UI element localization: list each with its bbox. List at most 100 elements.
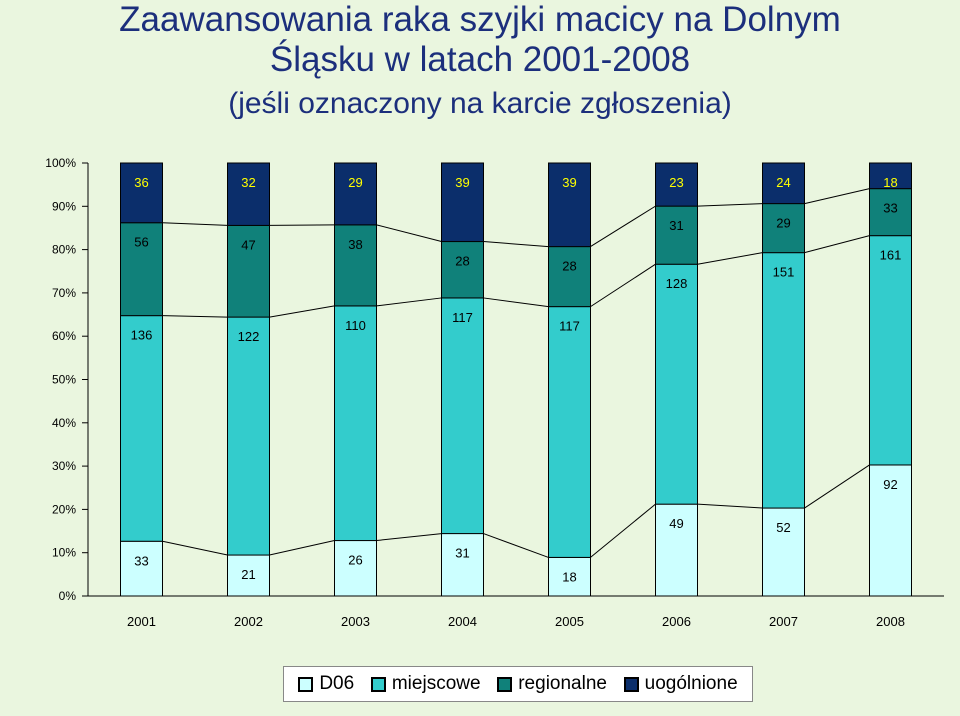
data-label: 28	[455, 254, 469, 269]
bar-segment-miejscowe	[227, 316, 270, 556]
bar-segment-miejscowe	[441, 297, 484, 535]
series-connector-line	[376, 533, 442, 542]
chart-subtitle: (jeśli oznaczony na karcie zgłoszenia)	[228, 87, 732, 120]
data-label: 117	[452, 310, 473, 325]
x-tick-label: 2007	[769, 614, 798, 629]
x-tick-label: 2006	[662, 614, 691, 629]
x-tick-label: 2001	[127, 614, 156, 629]
bar-segment-d06	[655, 503, 698, 597]
bar-segment-uoglnione	[655, 162, 698, 207]
bar-segment-d06	[334, 540, 377, 597]
bar-segment-uoglnione	[869, 162, 912, 190]
chart-legend: D06 miejscowe regionalne uogólnione	[283, 666, 753, 702]
y-tick-label: 70%	[52, 286, 76, 300]
data-label: 52	[776, 520, 790, 535]
series-connector-line	[590, 205, 656, 248]
bar-segment-uoglnione	[441, 162, 484, 243]
y-tick-label: 60%	[52, 329, 76, 343]
bar-segment-uoglnione	[120, 162, 163, 224]
legend-label-uogolnione: uogólnione	[644, 673, 738, 694]
data-label: 117	[559, 319, 580, 334]
data-label: 128	[666, 276, 688, 291]
bar-segment-miejscowe	[334, 305, 377, 542]
series-connector-line	[697, 503, 763, 509]
data-label: 161	[880, 248, 902, 263]
data-label: 21	[241, 567, 255, 582]
y-tick-label: 40%	[52, 416, 76, 430]
legend-item-d06: D06	[298, 673, 354, 695]
y-tick-label: 100%	[45, 156, 76, 170]
data-label: 47	[241, 237, 255, 252]
data-label: 151	[773, 265, 795, 280]
data-label: 110	[345, 318, 366, 333]
data-label: 92	[883, 477, 897, 492]
legend-item-regionalne: regionalne	[497, 673, 607, 695]
series-connector-line	[590, 503, 656, 558]
legend-label-regionalne: regionalne	[518, 673, 607, 694]
bar-segment-miejscowe	[548, 306, 591, 558]
y-tick-label: 80%	[52, 243, 76, 257]
data-label: 24	[776, 175, 790, 190]
bar-segment-d06	[227, 554, 270, 597]
series-connector-line	[162, 315, 228, 318]
x-tick-label: 2003	[341, 614, 370, 629]
series-connector-line	[162, 540, 228, 556]
y-tick-label: 30%	[52, 459, 76, 473]
series-connector-line	[697, 203, 763, 207]
series-connector-line	[804, 235, 870, 254]
series-connector-line	[269, 540, 335, 556]
series-connector-line	[804, 464, 870, 509]
data-label: 26	[348, 553, 362, 568]
series-connector-line	[483, 241, 549, 248]
data-label: 18	[883, 175, 897, 190]
bar-segment-d06	[120, 540, 163, 597]
series-connector-line	[804, 188, 870, 205]
y-tick-label: 90%	[52, 199, 76, 213]
x-tick-label: 2008	[876, 614, 905, 629]
legend-swatch-d06	[298, 676, 314, 692]
bar-segment-regionalne	[655, 205, 698, 265]
data-label: 31	[455, 546, 469, 561]
data-label: 36	[134, 175, 148, 190]
legend-label-d06: D06	[319, 673, 355, 694]
x-tick-label: 2004	[448, 614, 477, 629]
data-label: 49	[669, 516, 683, 531]
y-tick-label: 10%	[52, 546, 76, 560]
y-tick-label: 0%	[59, 589, 77, 603]
x-tick-label: 2005	[555, 614, 584, 629]
bar-segment-regionalne	[869, 188, 912, 237]
data-label: 33	[883, 201, 897, 216]
bar-segment-regionalne	[548, 246, 591, 308]
bar-segment-uoglnione	[227, 162, 270, 226]
data-label: 28	[562, 259, 576, 274]
legend-label-miejscowe: miejscowe	[391, 673, 481, 694]
bar-segment-uoglnione	[548, 162, 591, 248]
bar-segment-regionalne	[120, 222, 163, 317]
data-label: 39	[455, 175, 469, 190]
data-label: 31	[669, 218, 683, 233]
series-connector-line	[269, 224, 335, 226]
series-connector-line	[269, 305, 335, 318]
x-tick-label: 2002	[234, 614, 263, 629]
bar-segment-uoglnione	[334, 162, 377, 226]
y-tick-label: 20%	[52, 502, 76, 516]
bar-segment-regionalne	[441, 241, 484, 299]
data-label: 29	[348, 175, 362, 190]
chart-title-line-1: Zaawansowania raka szyjki macicy na Doln…	[119, 0, 841, 39]
legend-item-uogolnione: uogólnione	[623, 673, 738, 695]
bar-segment-miejscowe	[762, 252, 805, 509]
data-label: 56	[134, 235, 148, 250]
bar-segment-uoglnione	[762, 162, 805, 205]
series-connector-line	[376, 224, 442, 243]
data-label: 23	[669, 175, 683, 190]
data-label: 38	[348, 237, 362, 252]
series-connector-line	[376, 297, 442, 307]
chart-title-line-2: Śląsku w latach 2001-2008	[269, 40, 691, 79]
series-connector-line	[162, 222, 228, 226]
data-label: 136	[131, 328, 153, 343]
data-label: 122	[238, 329, 260, 344]
series-connector-line	[697, 252, 763, 265]
series-connector-line	[483, 297, 549, 308]
data-label: 18	[562, 569, 576, 584]
